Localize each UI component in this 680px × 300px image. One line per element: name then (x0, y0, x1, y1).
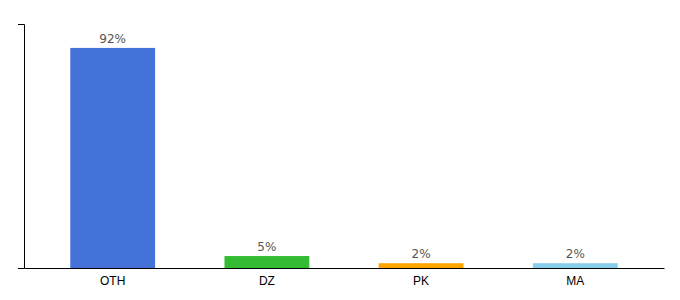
bar (533, 263, 618, 268)
bar (379, 263, 464, 268)
data-label: 92% (99, 32, 126, 46)
x-tick-label: MA (566, 274, 584, 288)
x-tick-label: OTH (100, 274, 125, 288)
x-tick-label: PK (413, 274, 429, 288)
bars (70, 48, 617, 268)
bar (224, 256, 309, 268)
data-labels: 92% 5% 2% 2% (99, 32, 585, 261)
x-axis: OTH DZ PK MA (25, 268, 665, 288)
x-axis-line (25, 268, 665, 269)
x-tick-label: DZ (259, 274, 275, 288)
x-tick: MA (566, 268, 584, 288)
data-label: 2% (566, 247, 585, 261)
data-label: 5% (257, 240, 276, 254)
plot: OTH DZ PK MA 92% 5% 2% 2% (18, 25, 665, 288)
x-tick: OTH (100, 268, 125, 288)
bar (70, 48, 155, 268)
y-axis (18, 25, 25, 269)
chart: OTH DZ PK MA 92% 5% 2% 2% (0, 0, 680, 300)
data-label: 2% (412, 247, 431, 261)
x-tick: PK (413, 268, 429, 288)
x-tick: DZ (259, 268, 275, 288)
y-axis-line (18, 25, 25, 269)
